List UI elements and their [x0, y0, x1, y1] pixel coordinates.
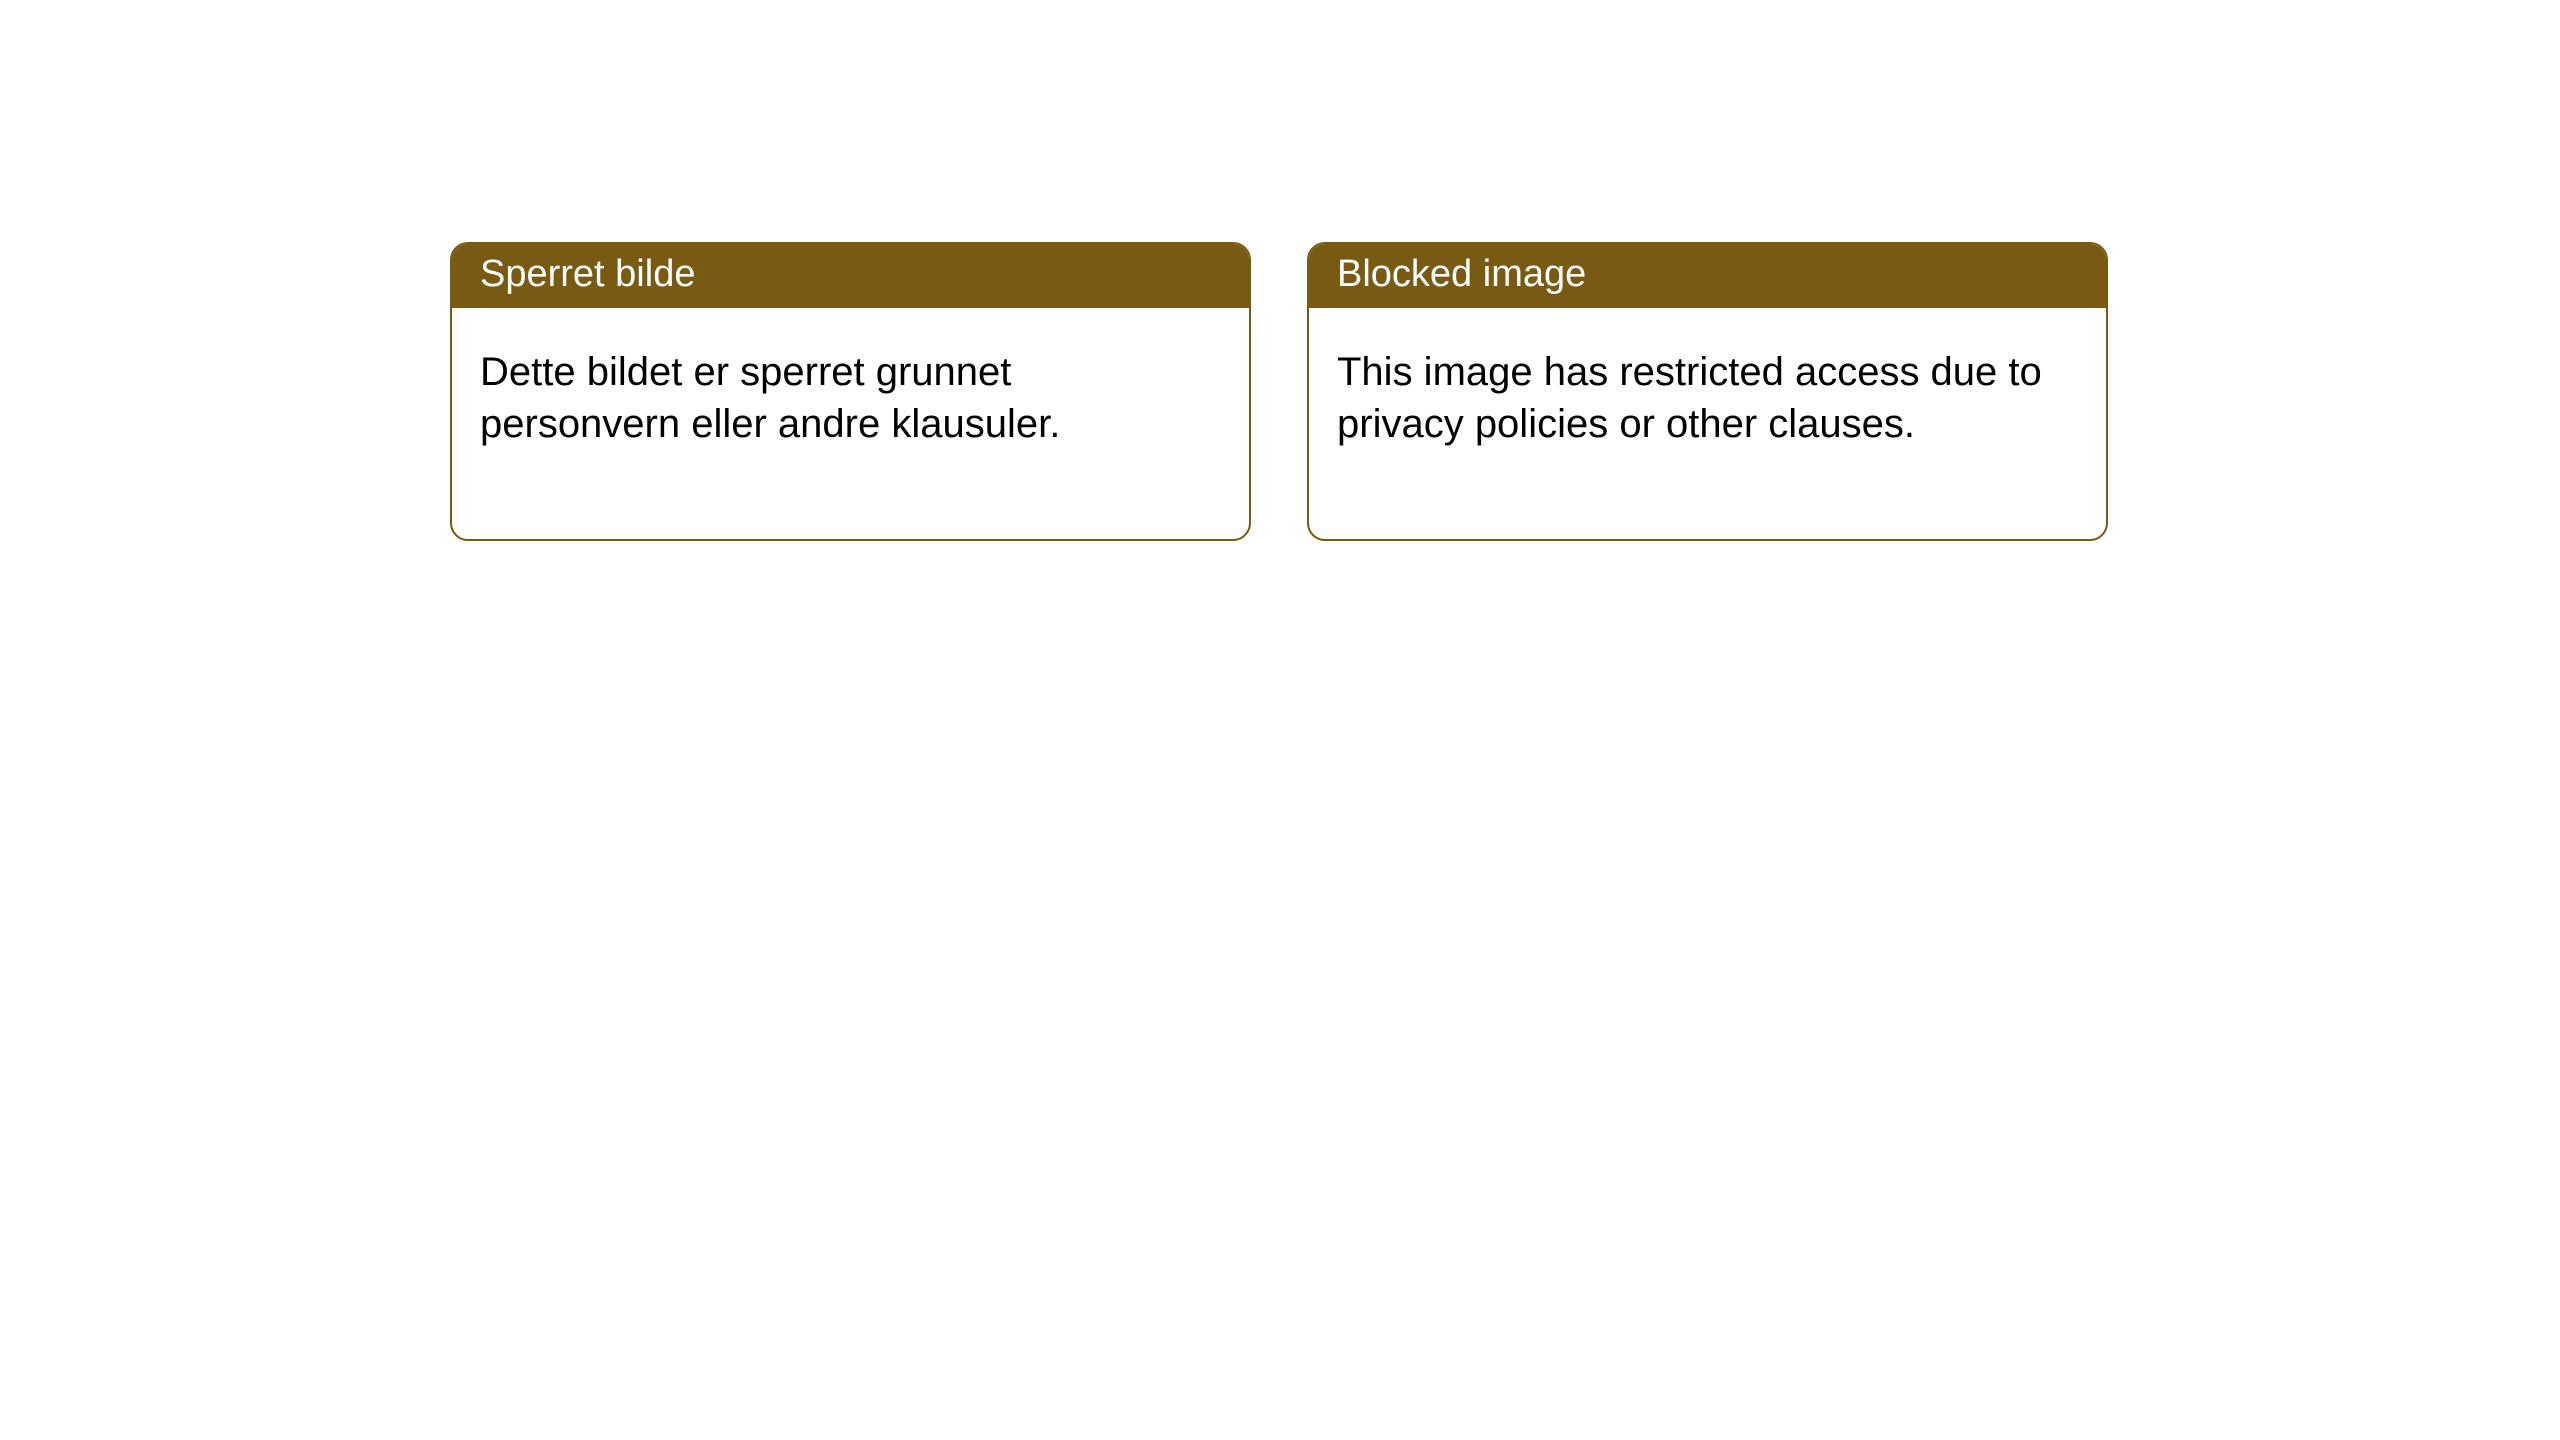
notice-body: This image has restricted access due to … — [1309, 308, 2106, 540]
notice-card-norwegian: Sperret bilde Dette bildet er sperret gr… — [450, 242, 1251, 541]
notice-container: Sperret bilde Dette bildet er sperret gr… — [0, 0, 2560, 541]
notice-title: Sperret bilde — [452, 244, 1249, 308]
notice-title: Blocked image — [1309, 244, 2106, 308]
notice-card-english: Blocked image This image has restricted … — [1307, 242, 2108, 541]
notice-body: Dette bildet er sperret grunnet personve… — [452, 308, 1249, 540]
